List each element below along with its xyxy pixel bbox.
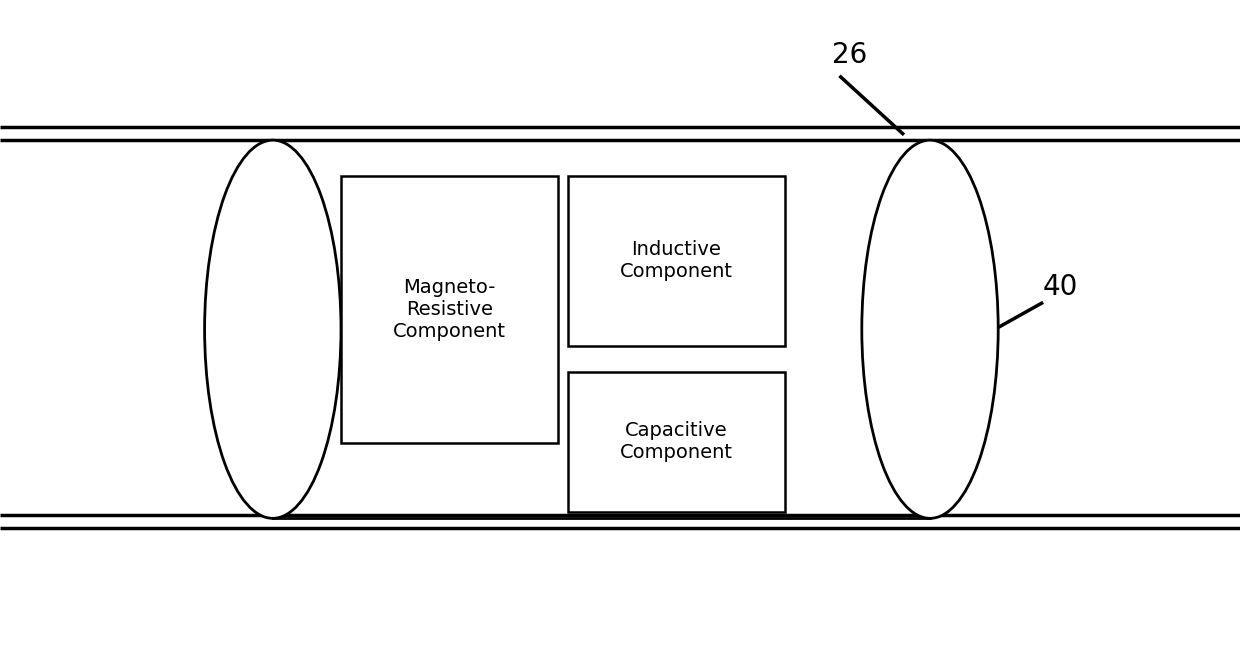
Text: Capacitive
Component: Capacitive Component bbox=[620, 421, 733, 462]
Text: Inductive
Component: Inductive Component bbox=[620, 241, 733, 281]
Ellipse shape bbox=[862, 140, 998, 518]
Bar bbox=[341, 176, 558, 443]
Bar bbox=[568, 176, 785, 346]
Text: 26: 26 bbox=[832, 42, 867, 69]
Ellipse shape bbox=[205, 140, 341, 518]
Text: Magneto-
Resistive
Component: Magneto- Resistive Component bbox=[393, 278, 506, 341]
Bar bbox=[568, 372, 785, 512]
Text: 40: 40 bbox=[1043, 273, 1078, 301]
